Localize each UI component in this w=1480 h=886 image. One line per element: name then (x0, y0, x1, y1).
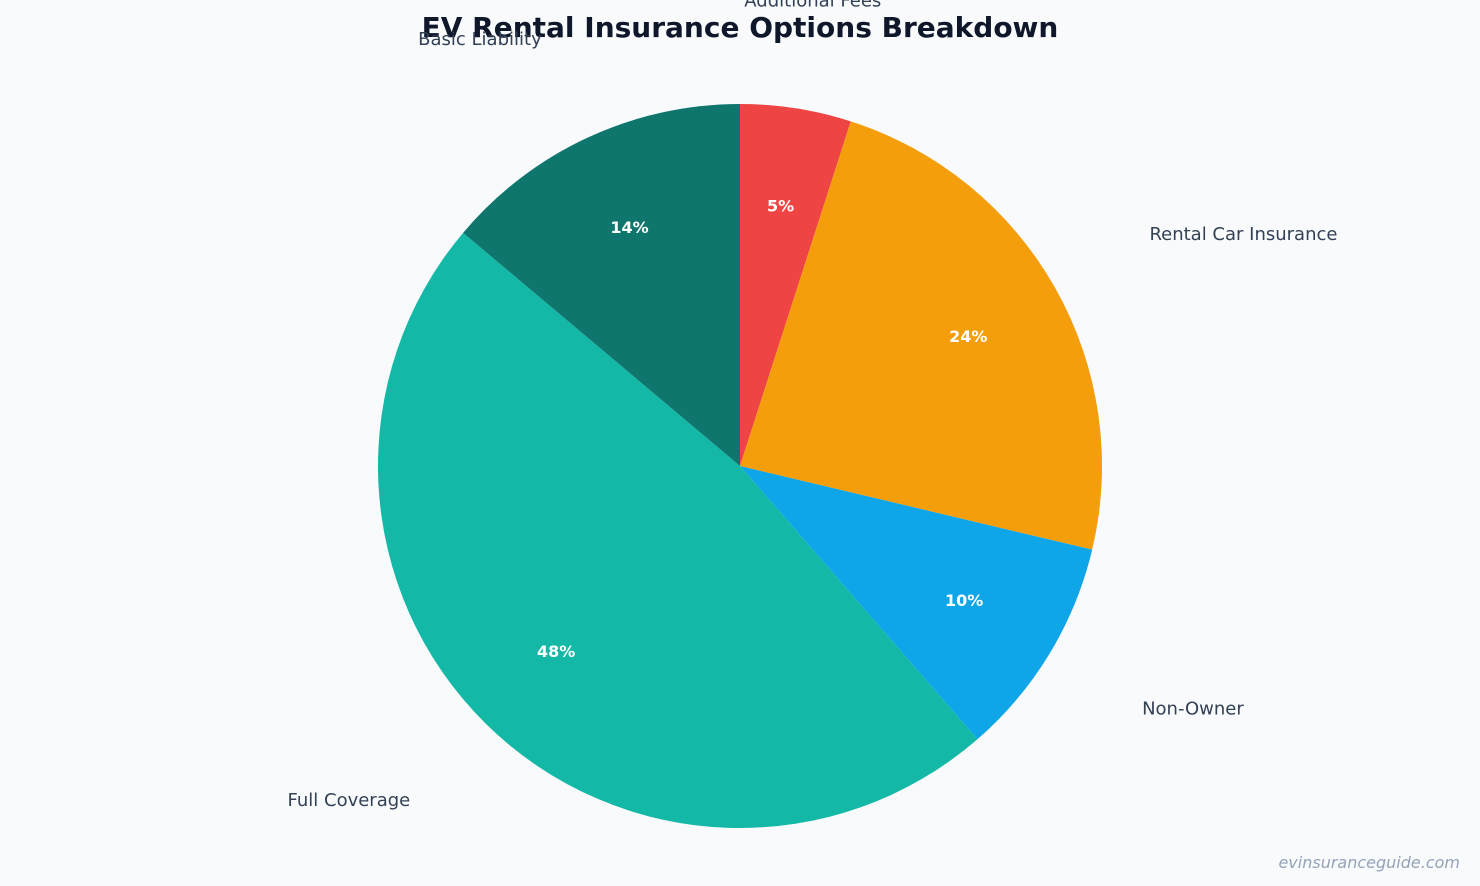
pct-label-rental-car-insurance: 24% (949, 327, 987, 346)
slice-labels: Additional Fees Rental Car Insurance Non-O… (288, 0, 1338, 811)
pie-slice-additional-fees (740, 104, 851, 466)
slice-label-additional-fees: Additional Fees (744, 0, 881, 12)
pie-slice-non-owner (740, 466, 1093, 740)
pie-slice-full-coverage (377, 232, 978, 829)
pct-label-full-coverage: 48% (537, 642, 575, 661)
pie-slice-basic-liability (463, 104, 740, 466)
watermark: evinsuranceguide.com (1278, 853, 1460, 872)
slice-label-non-owner: Non-Owner (1142, 698, 1244, 719)
pct-label-basic-liability: 14% (610, 218, 648, 237)
slice-label-full-coverage: Full Coverage (288, 790, 411, 811)
percentage-labels: 5% 24% 10% 48% 14% (537, 197, 987, 662)
slice-label-basic-liability: Basic Liability (418, 29, 542, 50)
slice-label-rental-car-insurance: Rental Car Insurance (1149, 224, 1337, 245)
chart-title: EV Rental Insurance Options Breakdown (422, 11, 1059, 44)
pct-label-non-owner: 10% (945, 591, 983, 610)
pie-slices (377, 104, 1102, 829)
pct-label-additional-fees: 5% (767, 197, 794, 216)
pie-slice-rental-car-insurance (740, 121, 1102, 550)
